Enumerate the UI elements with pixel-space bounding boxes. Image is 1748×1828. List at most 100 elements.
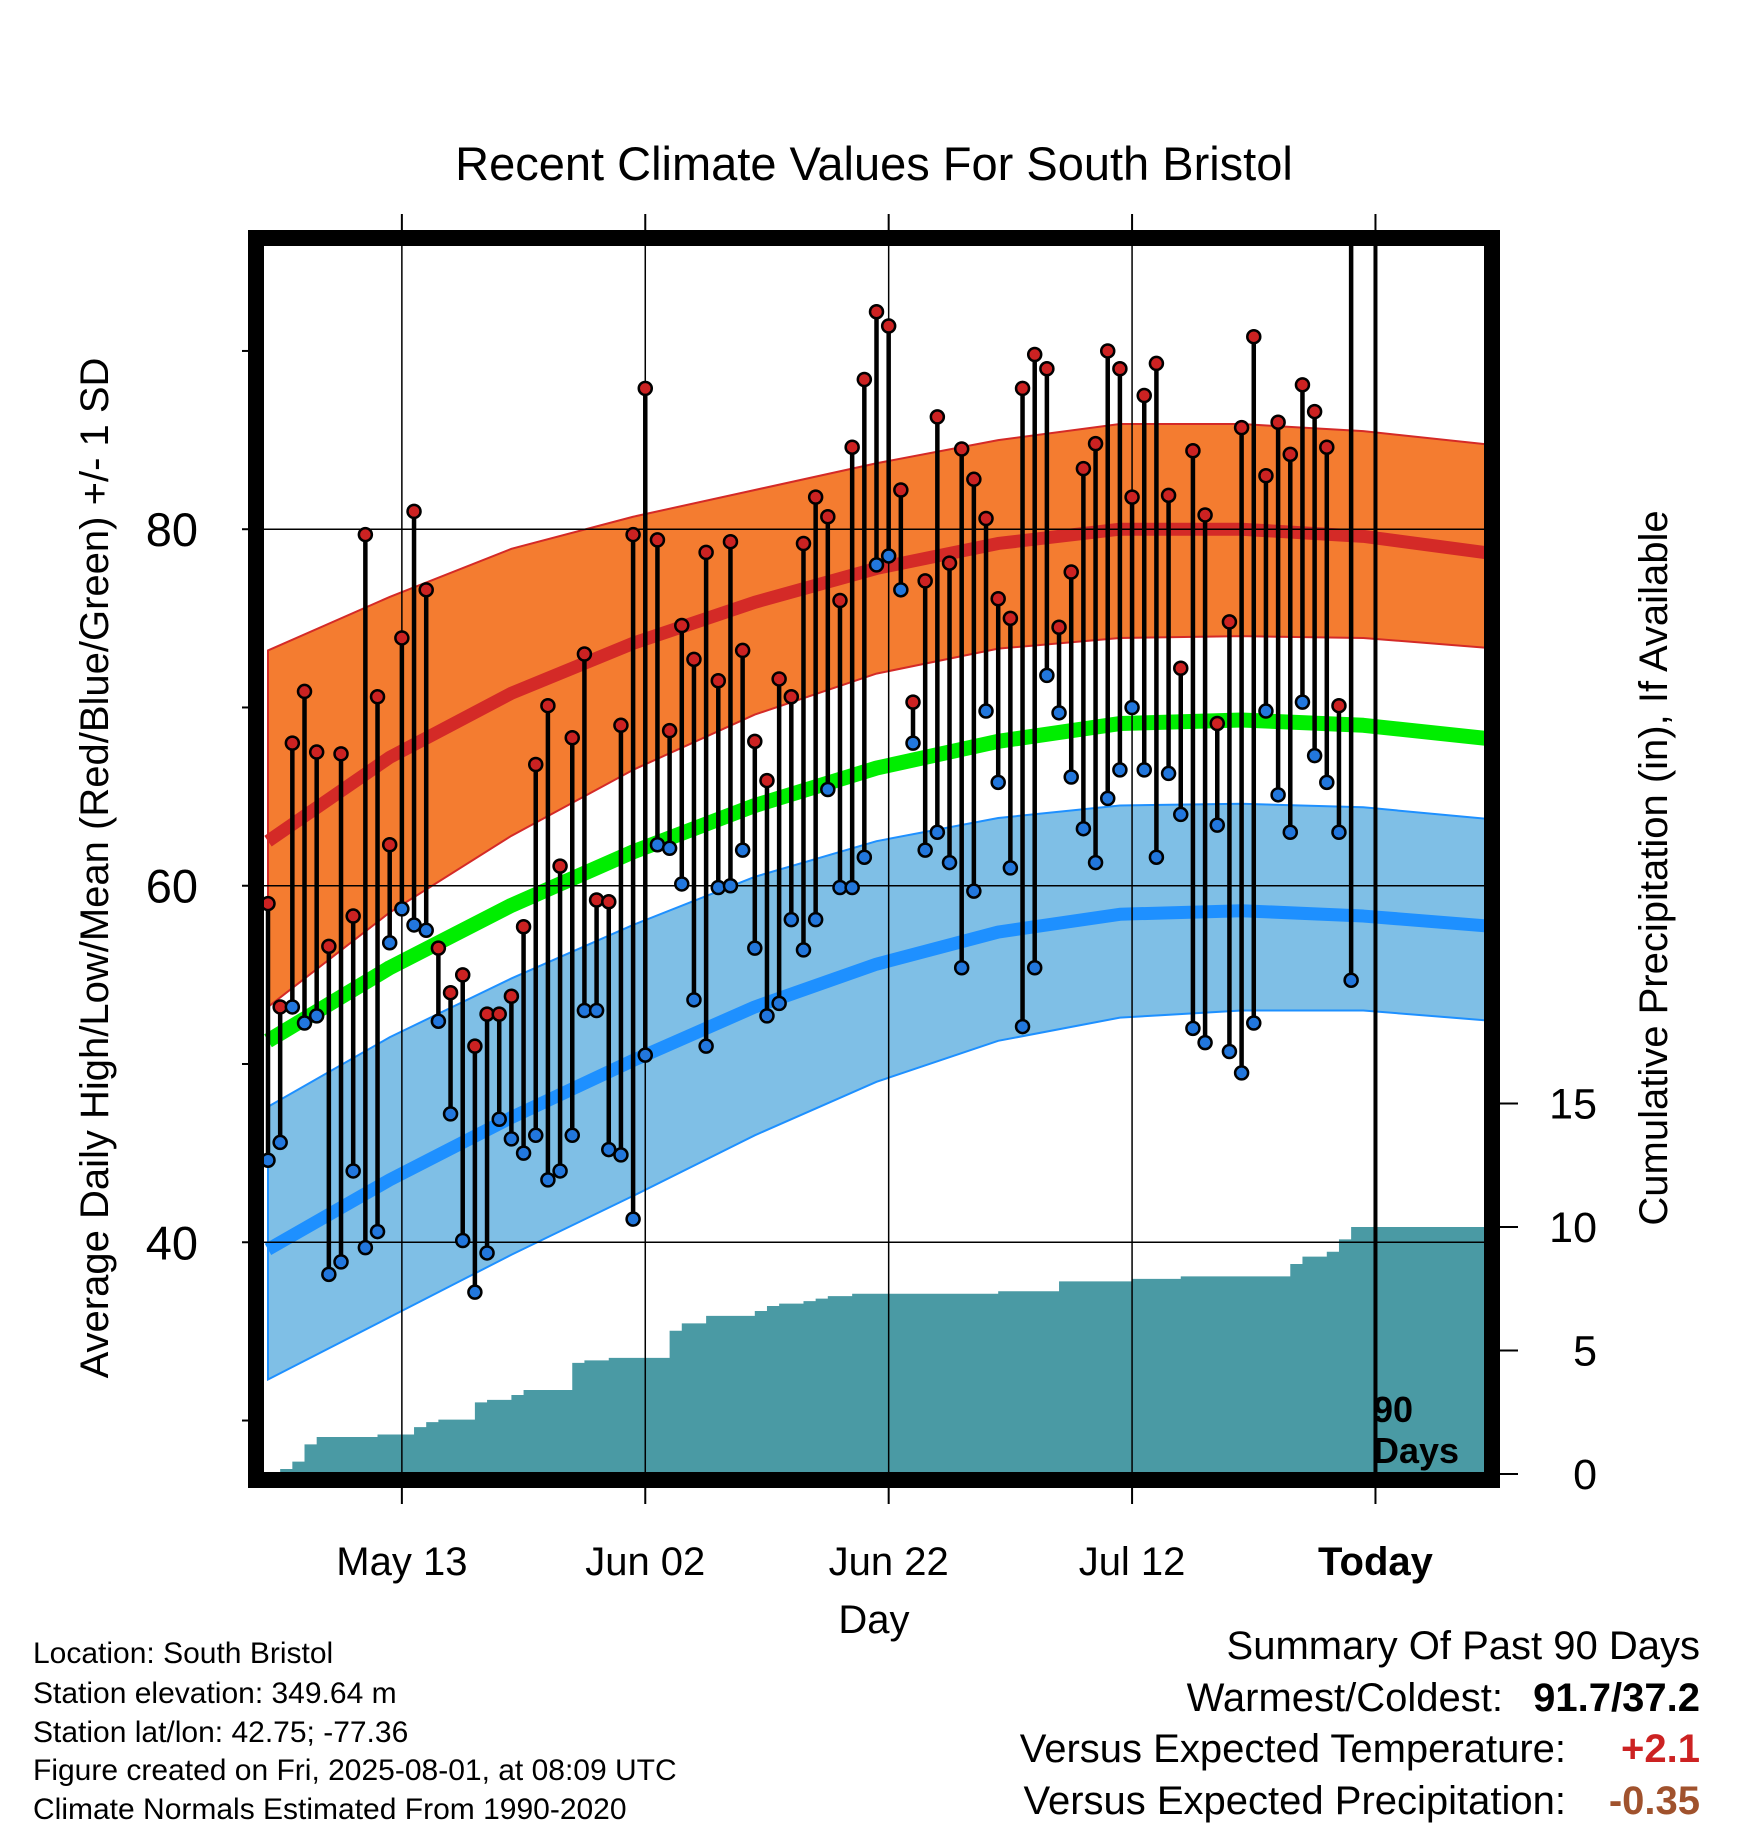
daily-low-point xyxy=(503,1131,520,1147)
daily-low-point xyxy=(1258,703,1274,719)
daily-low-point xyxy=(734,842,751,858)
daily-low-point xyxy=(1209,817,1226,833)
y-tick-label: 80 xyxy=(146,503,198,556)
plot-frame xyxy=(248,230,1500,1488)
daily-high-point xyxy=(1160,487,1177,504)
daily-high-point xyxy=(1282,446,1299,463)
chart-title: Recent Climate Values For South Bristol xyxy=(455,137,1293,190)
daily-high-point xyxy=(442,984,459,1001)
daily-low-point xyxy=(321,1266,337,1283)
daily-low-point xyxy=(442,1106,459,1122)
daily-high-point xyxy=(1209,715,1226,732)
daily-low-point xyxy=(966,883,982,899)
daily-high-point xyxy=(637,380,654,397)
y2-tick-label: 15 xyxy=(1549,1081,1597,1129)
daily-high-point xyxy=(406,503,422,520)
daily-low-point xyxy=(613,1147,629,1163)
daily-high-point xyxy=(771,671,787,687)
daily-low-point xyxy=(1185,1020,1201,1037)
info-elevation: Station elevation: 349.64 m xyxy=(33,1677,397,1710)
daily-low-point xyxy=(880,548,897,564)
daily-high-point xyxy=(1002,610,1019,627)
daily-high-point xyxy=(1087,435,1104,452)
daily-high-point xyxy=(262,895,276,912)
y2-tick-label: 10 xyxy=(1549,1204,1597,1252)
daily-high-point xyxy=(893,482,909,498)
daily-high-point xyxy=(978,510,994,527)
daily-high-point xyxy=(1112,361,1128,377)
daily-low-point xyxy=(491,1111,507,1128)
normal-high-band xyxy=(267,423,1486,1010)
daily-low-point xyxy=(820,781,836,798)
daily-high-point xyxy=(467,1038,483,1054)
info-latlon: Station lat/lon: 42.75; -77.36 xyxy=(33,1716,409,1749)
daily-low-point xyxy=(941,854,958,871)
daily-low-point xyxy=(893,582,909,598)
daily-high-point xyxy=(394,630,410,646)
summary-precip-value: -0.35 xyxy=(1608,1779,1700,1823)
daily-high-point xyxy=(953,441,970,457)
daily-low-point xyxy=(515,1145,532,1161)
summary-temp-label: Versus Expected Temperature: xyxy=(1019,1727,1566,1771)
daily-low-point xyxy=(905,735,921,751)
daily-high-point xyxy=(710,672,727,689)
daily-high-point xyxy=(1026,346,1043,363)
daily-high-point xyxy=(576,646,593,662)
daily-low-point xyxy=(722,877,739,894)
today-marker-label-line2: Days xyxy=(1373,1430,1459,1471)
daily-low-point xyxy=(674,876,690,892)
daily-high-point xyxy=(1136,387,1152,404)
daily-low-point xyxy=(783,911,800,928)
daily-high-point xyxy=(1221,614,1238,630)
daily-high-point xyxy=(1051,619,1067,636)
daily-low-point xyxy=(540,1172,556,1188)
daily-high-point xyxy=(990,590,1006,607)
summary-title: Summary Of Past 90 Days xyxy=(1226,1624,1700,1668)
daily-low-point xyxy=(990,774,1006,791)
daily-low-point xyxy=(381,935,398,951)
daily-low-point xyxy=(1099,790,1116,807)
normal-low-mean-line xyxy=(264,904,1486,1256)
daily-low-point xyxy=(430,1013,447,1029)
info-normals: Climate Normals Estimated From 1990-2020 xyxy=(33,1793,627,1826)
daily-low-point xyxy=(1112,762,1128,778)
daily-low-point xyxy=(357,1239,374,1256)
info-location: Location: South Bristol xyxy=(33,1637,334,1670)
daily-low-point xyxy=(661,840,678,857)
daily-low-point xyxy=(345,1163,361,1179)
daily-high-point xyxy=(1306,403,1323,420)
daily-high-point xyxy=(564,730,580,746)
daily-low-point xyxy=(686,992,702,1008)
daily-low-point xyxy=(588,1002,605,1019)
daily-high-point xyxy=(807,489,824,505)
daily-high-point xyxy=(430,940,447,956)
daily-low-point xyxy=(1075,820,1092,837)
daily-high-point xyxy=(625,526,641,543)
daily-low-point xyxy=(795,942,812,958)
x-axis-label: Day xyxy=(838,1598,909,1642)
daily-high-point xyxy=(321,938,337,955)
daily-low-point xyxy=(625,1211,641,1227)
daily-low-point xyxy=(978,703,994,719)
daily-high-point xyxy=(734,642,751,659)
daily-low-point xyxy=(454,1232,471,1249)
daily-high-point xyxy=(941,555,958,571)
daily-high-point xyxy=(369,689,386,705)
y2-axis-label: Cumulative Precipitation (in), If Availa… xyxy=(1632,510,1676,1225)
daily-high-point xyxy=(880,318,897,334)
daily-low-point xyxy=(467,1284,483,1300)
daily-high-point xyxy=(588,892,605,908)
daily-high-point xyxy=(783,689,800,705)
daily-high-point xyxy=(820,508,836,525)
daily-low-point xyxy=(1063,769,1079,785)
daily-high-point xyxy=(649,532,666,548)
daily-high-point xyxy=(1345,0,1358,7)
daily-high-point xyxy=(929,409,946,425)
daily-high-point xyxy=(1173,660,1189,677)
daily-high-point xyxy=(296,683,313,700)
daily-low-point xyxy=(1087,854,1104,871)
daily-low-point xyxy=(698,1038,714,1054)
info-created: Figure created on Fri, 2025-08-01, at 08… xyxy=(33,1754,677,1787)
daily-low-point xyxy=(262,1152,276,1169)
